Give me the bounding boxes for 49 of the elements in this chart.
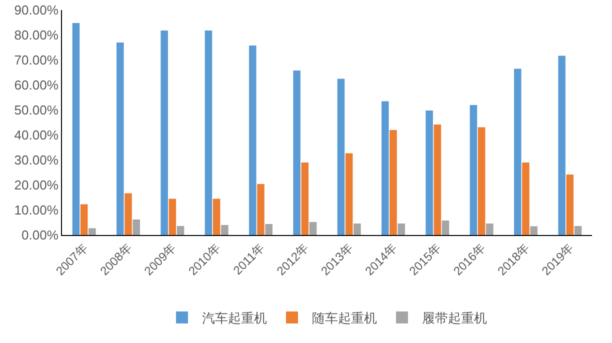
legend-label: 随车起重机 bbox=[312, 310, 377, 326]
y-tick-label: 10.00% bbox=[14, 202, 59, 218]
bar bbox=[309, 222, 317, 235]
y-tick-label: 90.00% bbox=[14, 2, 59, 18]
bar bbox=[257, 184, 264, 235]
bar bbox=[337, 78, 345, 235]
bar bbox=[558, 56, 566, 235]
bar bbox=[265, 224, 272, 235]
bar bbox=[514, 68, 522, 235]
y-tick-label: 50.00% bbox=[14, 102, 59, 118]
bar bbox=[442, 220, 450, 235]
bar bbox=[345, 153, 353, 235]
bar bbox=[124, 193, 132, 235]
y-tick-label: 20.00% bbox=[14, 178, 59, 193]
bar bbox=[390, 130, 397, 235]
y-tick-label: 60.00% bbox=[14, 78, 59, 93]
bar bbox=[249, 46, 256, 235]
bar bbox=[398, 224, 405, 235]
bar bbox=[470, 105, 478, 235]
bar bbox=[168, 198, 176, 235]
legend-label: 汽车起重机 bbox=[202, 310, 267, 326]
y-tick-label: 70.00% bbox=[14, 52, 59, 68]
bar bbox=[426, 110, 433, 235]
bar bbox=[566, 174, 574, 235]
bar bbox=[160, 30, 168, 235]
bar bbox=[132, 220, 140, 235]
bar bbox=[522, 162, 530, 235]
bar bbox=[72, 23, 80, 235]
bar bbox=[486, 224, 494, 235]
bar bbox=[116, 42, 124, 235]
bar bbox=[530, 226, 538, 235]
bar bbox=[80, 204, 88, 235]
bar bbox=[382, 101, 389, 235]
y-tick-label: 0.00% bbox=[22, 228, 59, 243]
bar bbox=[176, 226, 184, 235]
bar bbox=[478, 127, 486, 235]
bar bbox=[221, 225, 228, 235]
y-tick-label: 80.00% bbox=[14, 28, 59, 43]
y-tick-label: 30.00% bbox=[14, 152, 59, 168]
legend-label: 履带起重机 bbox=[422, 310, 487, 326]
bar bbox=[434, 124, 442, 235]
bar bbox=[204, 30, 212, 235]
bar bbox=[301, 162, 309, 235]
bar bbox=[88, 228, 96, 235]
bar bbox=[574, 226, 582, 235]
y-tick-label: 40.00% bbox=[14, 128, 59, 143]
bar bbox=[212, 198, 220, 235]
bar bbox=[293, 70, 300, 235]
bar bbox=[354, 224, 361, 235]
